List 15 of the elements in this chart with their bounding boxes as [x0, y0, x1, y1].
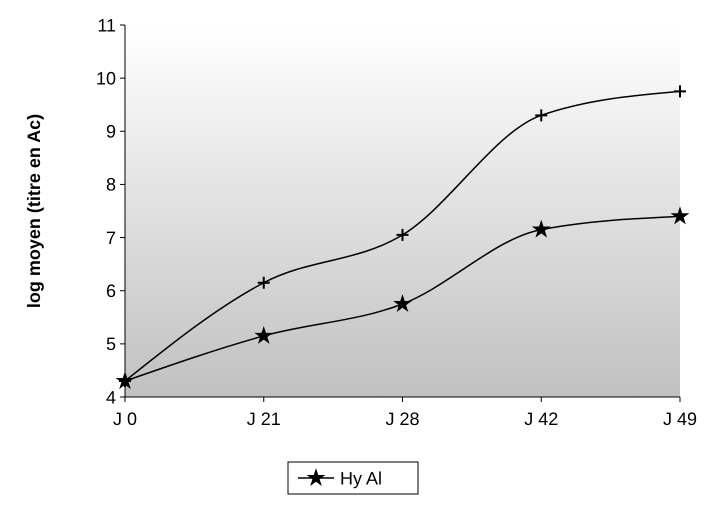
y-tick-label: 4: [106, 387, 116, 408]
y-tick-label: 5: [106, 334, 116, 354]
y-tick-label: 10: [96, 68, 116, 88]
x-tick-label: J 28: [385, 409, 420, 429]
x-tick-label: J 42: [524, 409, 558, 429]
legend-label: Hy Al: [340, 468, 382, 488]
y-tick-label: 8: [106, 174, 116, 195]
x-tick-label: J 0: [112, 409, 138, 429]
x-tick-label: J 49: [662, 409, 698, 429]
y-tick-label: 11: [97, 15, 116, 36]
x-tick-label: J 21: [246, 409, 281, 429]
y-tick-label: 7: [106, 228, 116, 248]
y-tick-label: 9: [106, 122, 116, 142]
y-axis-title: log moyen (titre en Ac): [24, 114, 44, 308]
y-tick-label: 6: [106, 281, 116, 302]
